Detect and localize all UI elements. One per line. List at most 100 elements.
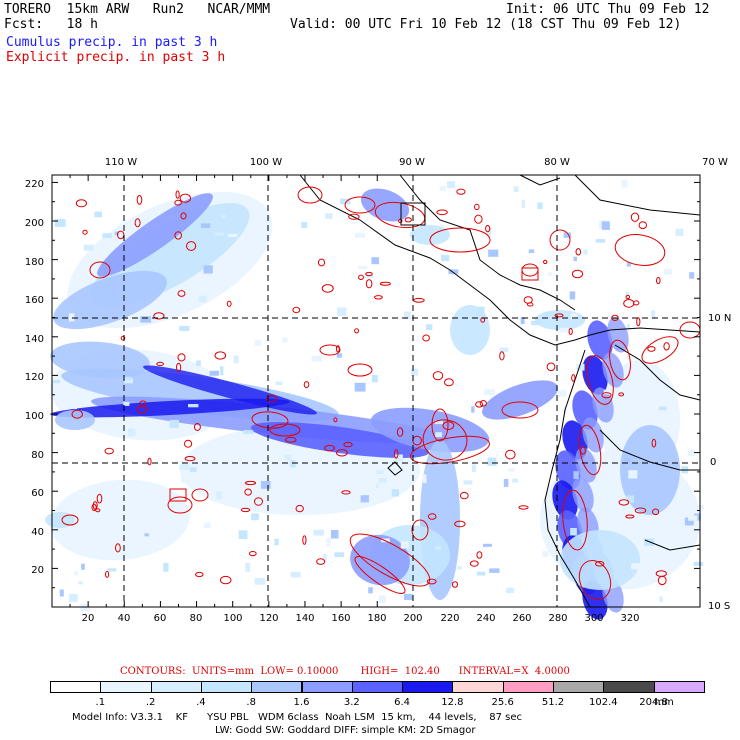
y-tick: 200 <box>24 218 44 229</box>
colorbar-swatch <box>251 681 303 693</box>
precip-cell <box>371 375 378 383</box>
precip-cell <box>626 495 634 503</box>
precip-area <box>350 534 410 586</box>
precip-contour <box>655 570 667 577</box>
precip-cell <box>274 538 279 546</box>
precip-contour <box>336 449 348 457</box>
precip-cell <box>198 295 207 303</box>
precip-contour <box>459 491 469 500</box>
precip-cell <box>411 368 419 376</box>
y-tick: 220 <box>24 179 44 190</box>
y-tick: 120 <box>24 372 44 383</box>
precip-cell <box>476 571 486 576</box>
precip-cell <box>425 324 433 330</box>
precip-contour <box>427 513 437 520</box>
precip-cell <box>311 355 323 362</box>
precip-contour <box>117 230 125 240</box>
precip-cell <box>628 470 638 479</box>
precip-contour <box>335 345 340 353</box>
precip-cell <box>404 311 411 320</box>
colorbar-swatch <box>100 681 152 693</box>
precip-cell <box>364 274 374 278</box>
lon-label: 100 W <box>249 157 283 168</box>
colorbar-label: 1.6 <box>293 697 310 708</box>
precip-contour <box>82 229 88 235</box>
precip-contour <box>180 212 187 220</box>
precip-contour <box>575 248 582 256</box>
precip-contour <box>266 395 278 403</box>
precip-area <box>582 417 604 453</box>
precip-contour <box>426 578 437 585</box>
precip-contour <box>147 457 152 466</box>
explicit-precip-contours <box>61 186 701 600</box>
precip-cell <box>625 291 629 298</box>
x-tick: 260 <box>512 613 532 624</box>
precip-cell <box>59 589 64 597</box>
precip-contour <box>297 186 323 204</box>
y-tick: 60 <box>31 488 44 499</box>
precip-contour <box>499 351 505 361</box>
lon-label: 110 W <box>104 157 138 168</box>
precip-cell <box>254 578 266 585</box>
precip-cell <box>404 593 413 600</box>
y-tick: 160 <box>24 295 44 306</box>
x-tick: 180 <box>367 613 387 624</box>
precip-contour <box>568 327 573 336</box>
precip-contour <box>549 229 571 251</box>
precip-area <box>560 530 640 590</box>
precip-cell <box>688 515 698 521</box>
precip-cell <box>200 223 211 229</box>
precip-contour <box>177 290 186 297</box>
precip-contour <box>476 551 483 559</box>
precip-contour <box>431 408 449 442</box>
precip-cell <box>73 406 77 410</box>
precip-cell <box>521 199 525 208</box>
precip-cell <box>394 454 403 462</box>
precip-cell <box>547 272 552 276</box>
precip-contour <box>105 571 110 578</box>
precip-cell <box>601 221 610 230</box>
precip-cell <box>675 228 684 236</box>
precip-contour <box>578 424 602 476</box>
precip-contour <box>618 392 625 397</box>
y-tick: 40 <box>31 527 44 538</box>
precip-contour <box>120 335 126 341</box>
precip-contour <box>324 444 335 452</box>
precip-cell <box>435 546 441 550</box>
precip-contour <box>518 505 529 510</box>
precip-contour <box>245 480 256 486</box>
precip-cell <box>354 382 366 392</box>
precip-area <box>45 512 75 528</box>
precip-contour <box>176 362 182 372</box>
coastline-cuba <box>574 174 701 216</box>
precip-area <box>587 320 613 360</box>
precip-cell <box>123 376 132 380</box>
colorbar-label: .1 <box>95 697 106 708</box>
precip-cell <box>209 370 219 376</box>
precip-cell <box>228 233 238 238</box>
precip-cell <box>528 249 535 254</box>
precip-contour <box>174 199 182 206</box>
precip-cell <box>434 420 443 425</box>
lat-label: 0 <box>710 457 717 468</box>
precip-cell <box>215 232 224 236</box>
precip-contour <box>432 371 444 381</box>
precip-contour <box>554 313 564 318</box>
precip-contour <box>269 423 301 437</box>
coastline-central-america <box>299 174 701 346</box>
precip-contour <box>663 342 670 351</box>
model-title: TORERO 15km ARW Run2 NCAR/MMM <box>4 2 271 17</box>
precip-cell <box>537 202 543 209</box>
precip-contour <box>451 581 459 588</box>
precip-cell <box>243 430 254 435</box>
precip-contour <box>456 188 466 195</box>
precip-contour <box>396 427 404 437</box>
precip-cell <box>439 186 446 192</box>
precip-cell <box>107 568 117 572</box>
precip-area <box>555 450 581 490</box>
precip-contour <box>601 392 612 399</box>
colorbar-swatch <box>502 681 554 693</box>
precip-cell <box>290 571 301 578</box>
precip-contour <box>75 199 88 208</box>
precip-cell <box>169 419 179 428</box>
